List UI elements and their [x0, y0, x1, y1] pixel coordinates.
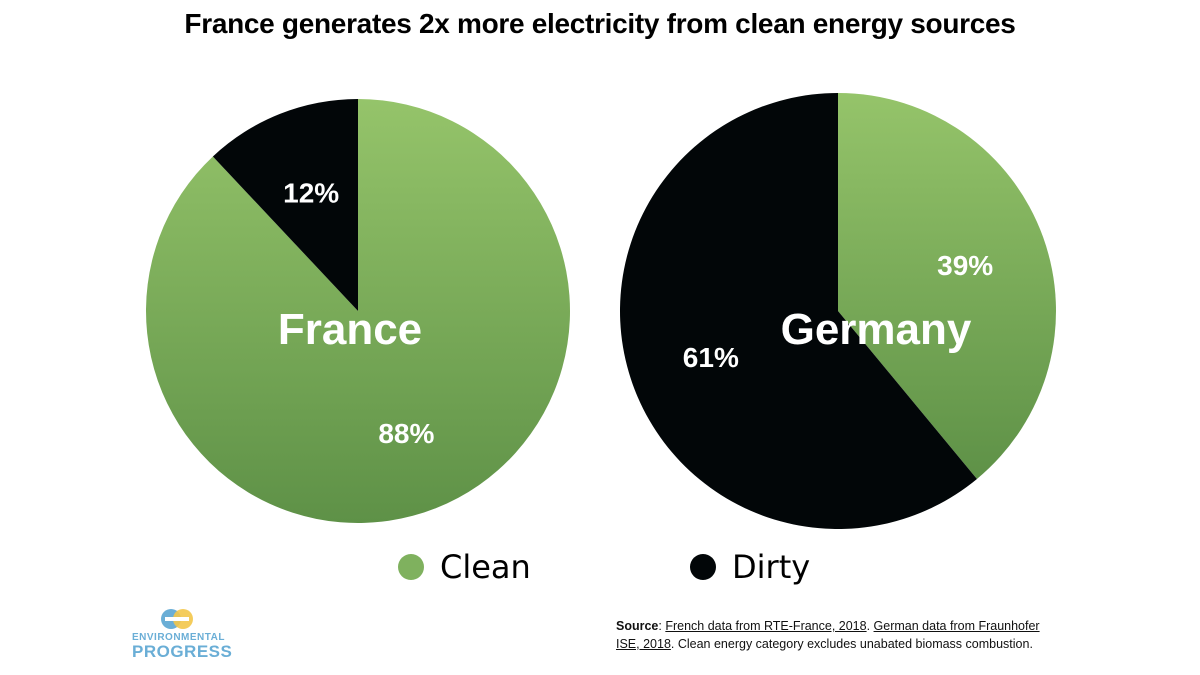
- pie-slice-germany-dirty: [619, 93, 977, 529]
- legend: Clean Dirty: [0, 548, 1200, 594]
- pie-name-germany: Germany: [781, 305, 972, 354]
- source-note: Source: French data from RTE-France, 201…: [616, 617, 1086, 653]
- source-link-french[interactable]: French data from RTE-France, 2018: [665, 619, 867, 633]
- source-colon: :: [658, 619, 666, 633]
- pie-name-france: France: [278, 305, 422, 354]
- pie-germany: 39% 61% Germany: [619, 93, 1056, 529]
- logo-text-line2: PROGRESS: [132, 642, 233, 661]
- chart-title: France generates 2x more electricity fro…: [184, 8, 1016, 39]
- environmental-progress-logo: ENVIRONMENTAL PROGRESS: [132, 607, 233, 661]
- legend-item-clean: Clean: [398, 548, 531, 586]
- pie-label-germany-dirty: 61%: [683, 342, 739, 373]
- source-link-german-2[interactable]: ISE, 2018: [616, 637, 671, 651]
- legend-swatch-clean: [398, 554, 424, 580]
- pie-label-germany-clean: 39%: [937, 250, 993, 281]
- legend-item-dirty: Dirty: [690, 548, 810, 586]
- source-separator: .: [866, 619, 874, 633]
- pie-label-france-clean: 88%: [378, 418, 434, 449]
- pie-slice-germany-clean: [838, 93, 1056, 479]
- pie-france: 88% 12% France: [145, 99, 570, 523]
- pie-label-france-dirty: 12%: [283, 178, 339, 209]
- legend-label-dirty: Dirty: [732, 548, 811, 586]
- legend-swatch-dirty: [690, 554, 716, 580]
- legend-label-clean: Clean: [440, 548, 531, 586]
- source-link-german-1[interactable]: German data from Fraunhofer: [873, 619, 1040, 633]
- ep-logo-icon: [132, 607, 222, 631]
- source-note-text: . Clean energy category excludes unabate…: [670, 637, 1033, 651]
- logo-text-line1: ENVIRONMENTAL: [132, 632, 225, 643]
- source-label: Source: [616, 619, 659, 633]
- pie-slice-france-dirty: [212, 99, 358, 311]
